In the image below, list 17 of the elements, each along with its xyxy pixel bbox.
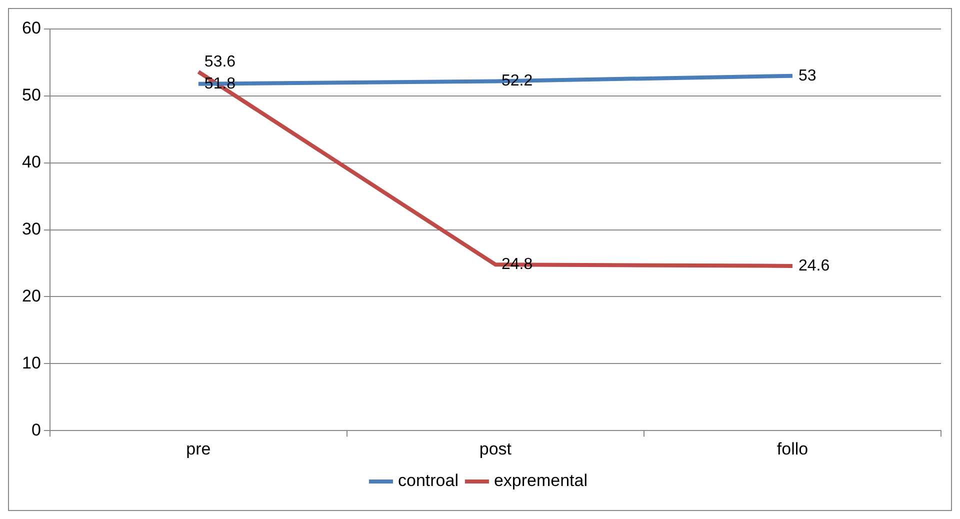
y-tick-label: 10 — [22, 353, 41, 372]
y-tick-label: 30 — [22, 219, 41, 238]
data-label: 24.6 — [798, 257, 830, 274]
data-label: 53 — [798, 67, 816, 84]
legend-label: controal — [398, 471, 458, 490]
x-tick-label: pre — [186, 439, 211, 458]
y-tick-label: 0 — [31, 420, 41, 440]
data-label: 24.8 — [501, 256, 533, 274]
x-tick-label: follo — [776, 439, 808, 458]
y-tick-label: 50 — [22, 86, 41, 105]
y-tick-label: 20 — [22, 286, 41, 306]
data-label: 53.6 — [204, 53, 236, 70]
legend-label: expremental — [494, 471, 588, 490]
y-tick-label: 40 — [22, 152, 41, 172]
x-tick-label: post — [479, 439, 512, 458]
data-label: 52.2 — [501, 72, 533, 90]
y-tick-label: 60 — [22, 18, 41, 38]
